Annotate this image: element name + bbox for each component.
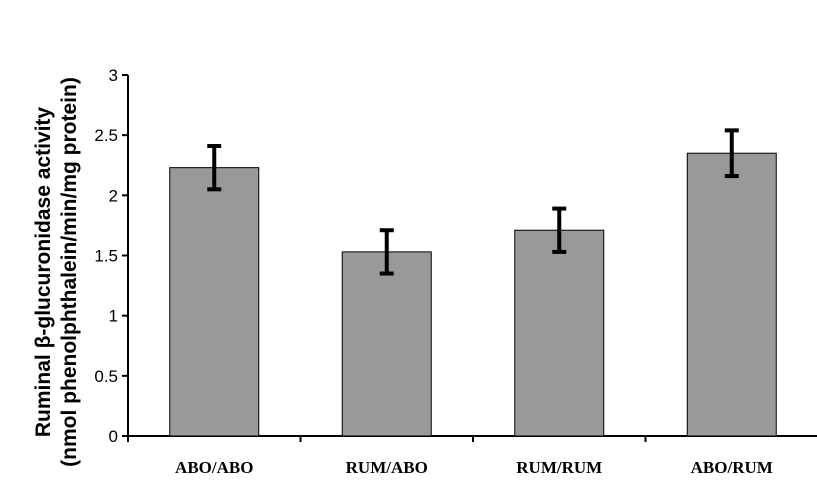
y-axis-title-line2: (nmol phenolphthalein/min/mg protein) — [58, 77, 81, 467]
x-ticks: ABO/ABO RUM/ABO RUM/RUM ABO/RUM — [127, 436, 773, 477]
x-category-label: RUM/ABO — [346, 458, 428, 477]
bars — [169, 152, 777, 437]
bar-rum-abo — [341, 251, 432, 437]
y-axis-title-line1: Ruminal β-glucuronidase activity — [32, 107, 55, 438]
y-axis-title: Ruminal β-glucuronidase activity (nmol p… — [32, 77, 81, 467]
y-tick-label: 2 — [109, 186, 118, 205]
y-tick-label: 0 — [109, 427, 118, 446]
bar-abo-abo — [169, 167, 260, 437]
y-tick-label: 3 — [109, 66, 118, 85]
y-tick-label: 1.5 — [94, 247, 118, 266]
y-tick-label: 0.5 — [94, 367, 118, 386]
y-tick-label: 1 — [109, 307, 118, 326]
y-tick-label: 2.5 — [94, 126, 118, 145]
error-bars — [207, 128, 739, 276]
bar-rum-rum — [514, 229, 605, 437]
x-category-label: ABO/RUM — [691, 458, 773, 477]
y-ticks: 0 0.5 1 1.5 2 2.5 3 — [94, 66, 128, 446]
bar-abo-rum — [686, 152, 777, 437]
x-category-label: RUM/RUM — [516, 458, 602, 477]
x-category-label: ABO/ABO — [175, 458, 253, 477]
